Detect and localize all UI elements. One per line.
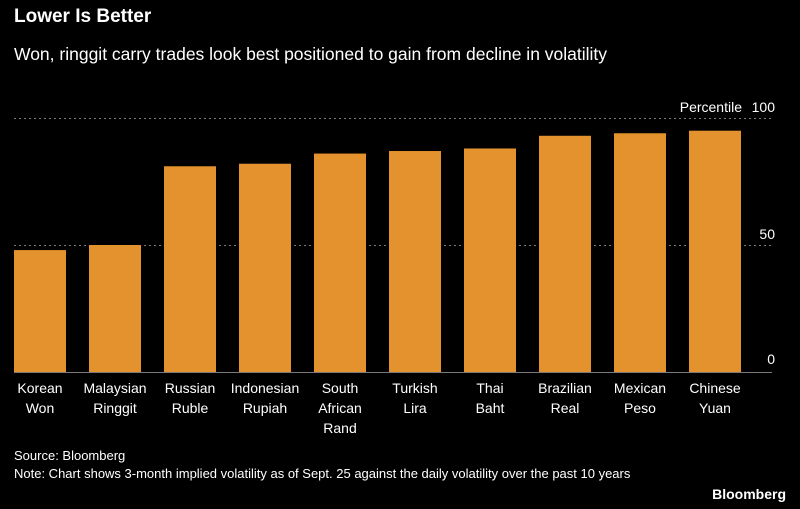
x-tick-label-line: Korean	[17, 380, 62, 396]
y-tick-label-50: 50	[759, 226, 775, 242]
x-tick-label-line: Russian	[165, 380, 216, 396]
bloomberg-logo: Bloomberg	[712, 486, 786, 502]
chart-subtitle: Won, ringgit carry trades look best posi…	[14, 44, 608, 64]
bar-1	[89, 245, 141, 372]
x-tick-label-line: Real	[551, 400, 580, 416]
bar-8	[614, 133, 666, 372]
x-tick-label-line: Ringgit	[93, 400, 137, 416]
x-tick-label-line: Rupiah	[243, 400, 287, 416]
chart-title: Lower Is Better	[14, 6, 152, 27]
x-tick-label-line: South	[322, 380, 359, 396]
x-tick-label-line: Chinese	[689, 380, 741, 396]
x-tick-label-line: Baht	[476, 400, 505, 416]
bar-5	[389, 151, 441, 372]
bar-6	[464, 148, 516, 372]
x-tick-label-line: Indonesian	[231, 380, 300, 396]
x-tick-label-6: Thai Baht	[476, 380, 505, 416]
y-axis-label: Percentile	[680, 99, 742, 115]
bar-4	[314, 153, 366, 372]
bar-2	[164, 166, 216, 372]
x-tick-label-0: Korean Won	[17, 380, 62, 416]
x-tick-label-2: Russian Ruble	[165, 380, 216, 416]
x-tick-label-line: Rand	[323, 420, 356, 436]
x-tick-label-line: Mexican	[614, 380, 666, 396]
x-tick-label-8: Mexican Peso	[614, 380, 666, 416]
bar-3	[239, 163, 291, 372]
bar-7	[539, 135, 591, 372]
y-tick-label-100: 100	[752, 99, 776, 115]
x-tick-label-line: Malaysian	[83, 380, 146, 396]
x-tick-label-line: Brazilian	[538, 380, 592, 396]
bar-9	[689, 130, 741, 372]
x-tick-label-9: Chinese Yuan	[689, 380, 741, 416]
x-tick-label-line: African	[318, 400, 362, 416]
x-tick-label-line: Won	[26, 400, 55, 416]
x-tick-label-line: Ruble	[172, 400, 209, 416]
x-tick-label-line: Peso	[624, 400, 656, 416]
x-tick-label-line: Lira	[403, 400, 427, 416]
x-tick-label-line: Thai	[476, 380, 503, 396]
x-tick-label-line: Turkish	[392, 380, 437, 396]
x-tick-label-3: Indonesian Rupiah	[231, 380, 300, 416]
y-tick-label-0: 0	[767, 351, 775, 367]
bar-chart: 0 50 100 Percentile Korean Won Malaysian Ringgi…	[14, 99, 776, 436]
source-note: Source: Bloomberg	[14, 448, 126, 463]
x-tick-label-line: Yuan	[699, 400, 731, 416]
x-tick-label-7: Brazilian Real	[538, 380, 592, 416]
x-tick-label-4: South African Rand	[318, 380, 362, 436]
chart-footnote: Note: Chart shows 3-month implied volati…	[14, 466, 631, 481]
bar-0	[14, 250, 66, 372]
x-tick-label-1: Malaysian Ringgit	[83, 380, 146, 416]
x-tick-label-5: Turkish Lira	[392, 380, 437, 416]
